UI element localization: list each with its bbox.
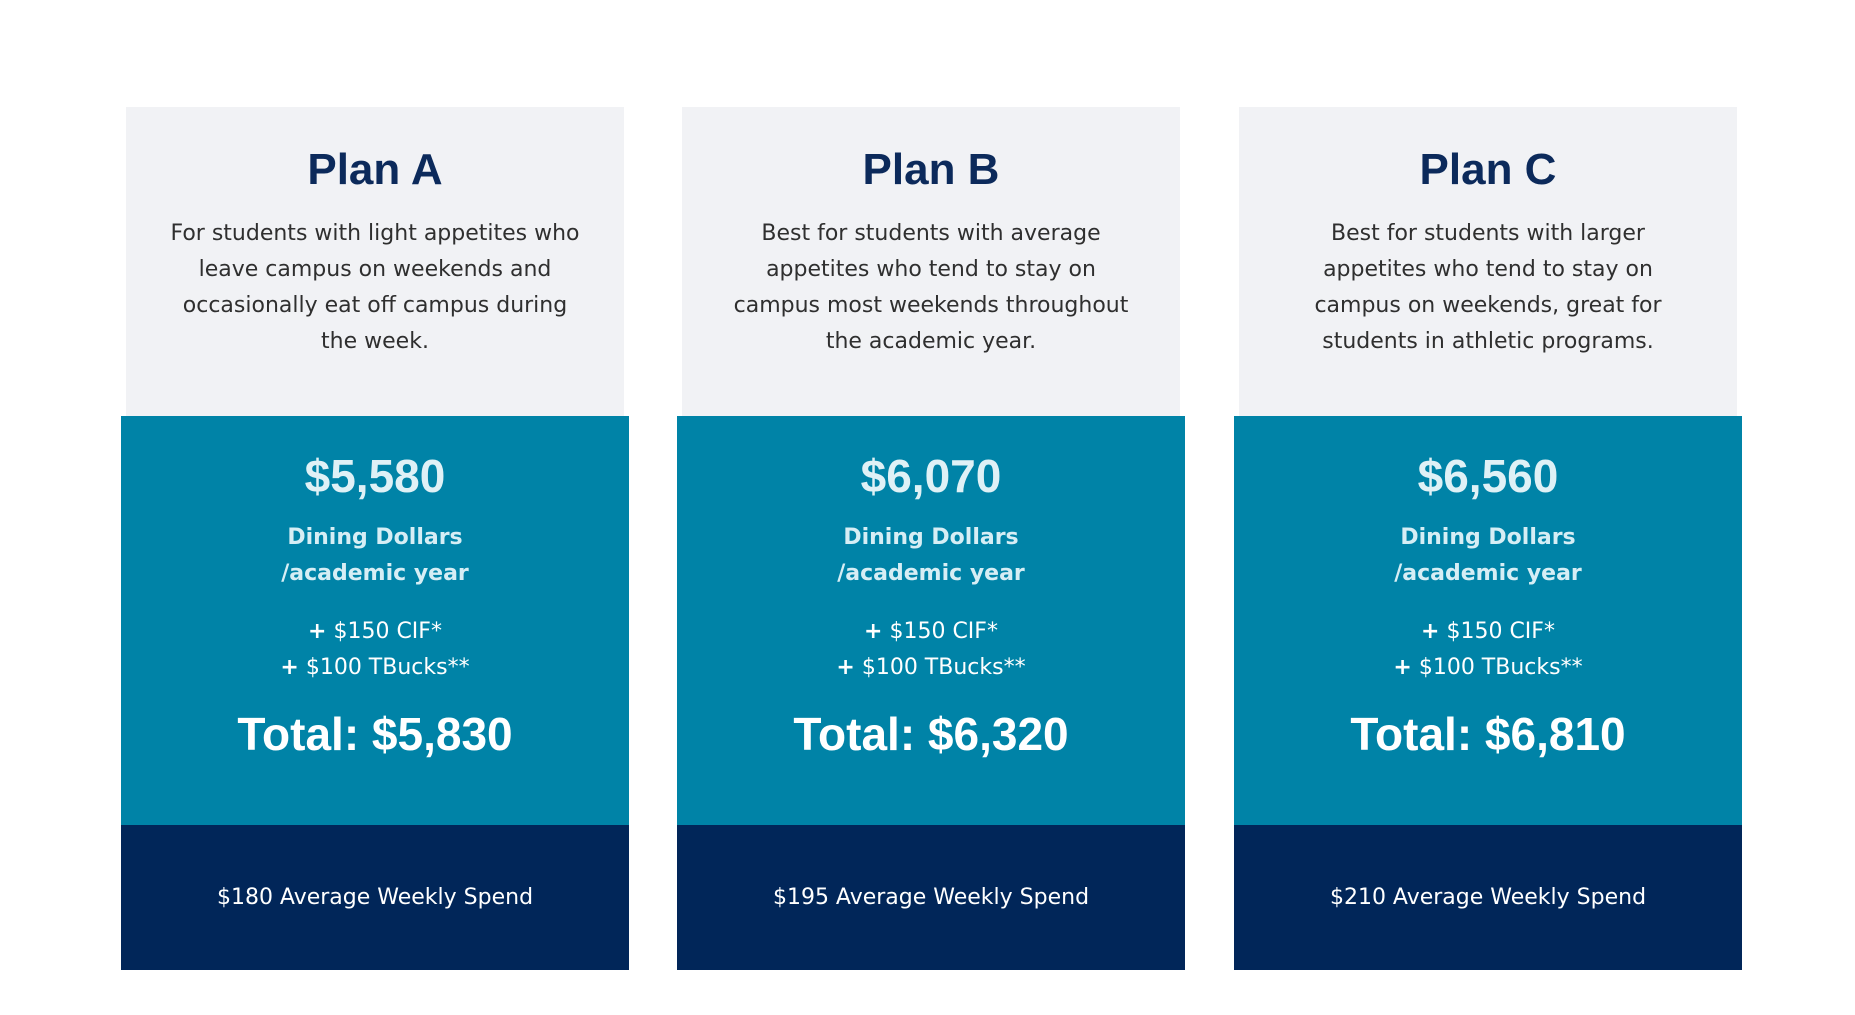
- plan-unit-line2: /academic year: [1394, 561, 1582, 586]
- plan-description: Best for students with larger appetites …: [1314, 221, 1662, 354]
- plan-amount: $6,070: [860, 450, 1002, 502]
- plan-pricing: $5,580 Dining Dollars /academic year + $…: [121, 416, 629, 825]
- plan-title: Plan A: [307, 145, 443, 194]
- plan-total: Total: $6,320: [793, 708, 1069, 760]
- plan-description: For students with light appetites who le…: [170, 221, 580, 354]
- plan-unit: Dining Dollars /academic year: [121, 520, 629, 592]
- plan-pricing: $6,070 Dining Dollars /academic year + $…: [677, 416, 1185, 825]
- plan-extra-tbucks: + $100 TBucks**: [677, 650, 1185, 686]
- plan-unit-line2: /academic year: [281, 561, 469, 586]
- plus-sign: +: [864, 619, 883, 644]
- plan-extra-cif-text: $150 CIF*: [889, 619, 998, 644]
- plan-footer: $180 Average Weekly Spend: [121, 825, 629, 970]
- plan-weekly-spend: $195 Average Weekly Spend: [772, 885, 1090, 910]
- plan-extra-tbucks-text: $100 TBucks**: [1418, 655, 1583, 680]
- plan-card-c: Plan C Best for students with larger app…: [1234, 107, 1742, 970]
- plan-unit-line2: /academic year: [837, 561, 1025, 586]
- plan-extras: + $150 CIF* + $100 TBucks**: [1234, 614, 1742, 686]
- plan-header: Plan C Best for students with larger app…: [1239, 107, 1737, 416]
- plan-extra-cif-text: $150 CIF*: [1446, 619, 1555, 644]
- plan-unit: Dining Dollars /academic year: [1234, 520, 1742, 592]
- plan-unit-line1: Dining Dollars: [287, 525, 463, 550]
- plan-extra-cif: + $150 CIF*: [677, 614, 1185, 650]
- plan-extra-cif: + $150 CIF*: [121, 614, 629, 650]
- plan-card-a: Plan A For students with light appetites…: [121, 107, 629, 970]
- plan-pricing: $6,560 Dining Dollars /academic year + $…: [1234, 416, 1742, 825]
- plan-total: Total: $5,830: [237, 708, 513, 760]
- plan-weekly-spend: $210 Average Weekly Spend: [1329, 885, 1647, 910]
- plan-card-b: Plan B Best for students with average ap…: [677, 107, 1185, 970]
- plus-sign: +: [280, 655, 299, 680]
- plan-extras: + $150 CIF* + $100 TBucks**: [677, 614, 1185, 686]
- plan-header: Plan B Best for students with average ap…: [682, 107, 1180, 416]
- plan-extra-tbucks: + $100 TBucks**: [121, 650, 629, 686]
- plus-sign: +: [836, 655, 855, 680]
- plan-extra-cif: + $150 CIF*: [1234, 614, 1742, 650]
- plan-amount: $5,580: [304, 450, 446, 502]
- plan-extra-tbucks-text: $100 TBucks**: [305, 655, 470, 680]
- plan-extra-cif-text: $150 CIF*: [333, 619, 442, 644]
- plan-weekly-spend: $180 Average Weekly Spend: [216, 885, 534, 910]
- plus-sign: +: [308, 619, 327, 644]
- plan-footer: $195 Average Weekly Spend: [677, 825, 1185, 970]
- plan-description: Best for students with average appetites…: [733, 221, 1129, 354]
- plan-header: Plan A For students with light appetites…: [126, 107, 624, 416]
- plus-sign: +: [1393, 655, 1412, 680]
- plus-sign: +: [1421, 619, 1440, 644]
- plan-total: Total: $6,810: [1350, 708, 1626, 760]
- plan-extra-tbucks: + $100 TBucks**: [1234, 650, 1742, 686]
- plan-unit-line1: Dining Dollars: [843, 525, 1019, 550]
- plan-extras: + $150 CIF* + $100 TBucks**: [121, 614, 629, 686]
- plan-unit-line1: Dining Dollars: [1400, 525, 1576, 550]
- plan-unit: Dining Dollars /academic year: [677, 520, 1185, 592]
- plan-title: Plan C: [1419, 145, 1557, 194]
- plan-footer: $210 Average Weekly Spend: [1234, 825, 1742, 970]
- plan-amount: $6,560: [1417, 450, 1559, 502]
- plan-extra-tbucks-text: $100 TBucks**: [861, 655, 1026, 680]
- plan-title: Plan B: [862, 145, 1000, 194]
